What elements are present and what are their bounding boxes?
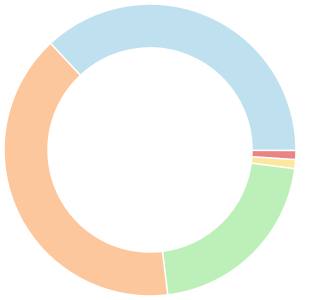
chart [3, 3, 297, 297]
slice [3, 42, 169, 297]
slice [49, 3, 297, 152]
slice [161, 162, 296, 296]
